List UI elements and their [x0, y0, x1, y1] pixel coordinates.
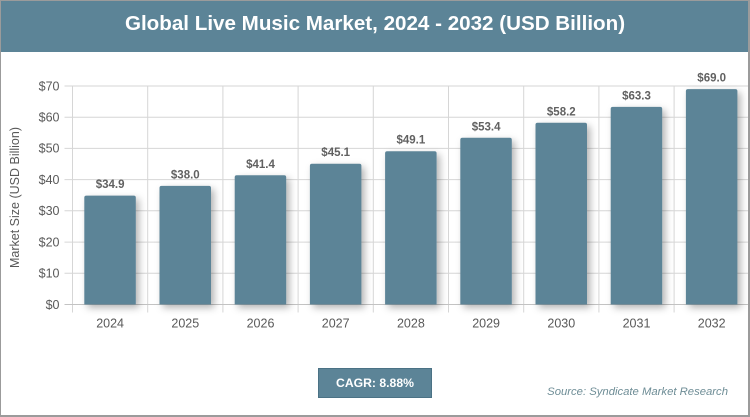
svg-text:$70: $70 [39, 79, 60, 93]
svg-text:Market Size (USD Billion): Market Size (USD Billion) [8, 127, 22, 268]
svg-text:2027: 2027 [322, 317, 350, 331]
svg-text:$60: $60 [39, 111, 60, 125]
svg-text:$40: $40 [39, 173, 60, 187]
svg-text:$41.4: $41.4 [246, 159, 275, 171]
svg-text:2031: 2031 [623, 317, 651, 331]
svg-text:$30: $30 [39, 204, 60, 218]
svg-text:$0: $0 [46, 298, 60, 312]
svg-text:2025: 2025 [171, 317, 199, 331]
svg-text:2029: 2029 [472, 317, 500, 331]
svg-text:$20: $20 [39, 235, 60, 249]
svg-text:2028: 2028 [397, 317, 425, 331]
svg-text:2030: 2030 [547, 317, 575, 331]
svg-text:$38.0: $38.0 [171, 169, 200, 181]
svg-text:$53.4: $53.4 [472, 121, 501, 133]
svg-text:$63.3: $63.3 [622, 90, 651, 102]
svg-text:$49.1: $49.1 [397, 135, 426, 147]
svg-text:2032: 2032 [698, 317, 726, 331]
svg-text:$10: $10 [39, 267, 60, 281]
svg-text:2024: 2024 [96, 317, 124, 331]
svg-text:2026: 2026 [247, 317, 275, 331]
svg-text:$58.2: $58.2 [547, 106, 576, 118]
svg-text:$34.9: $34.9 [96, 179, 125, 191]
svg-text:$45.1: $45.1 [321, 147, 350, 159]
svg-text:$50: $50 [39, 142, 60, 156]
svg-text:$69.0: $69.0 [697, 73, 726, 85]
